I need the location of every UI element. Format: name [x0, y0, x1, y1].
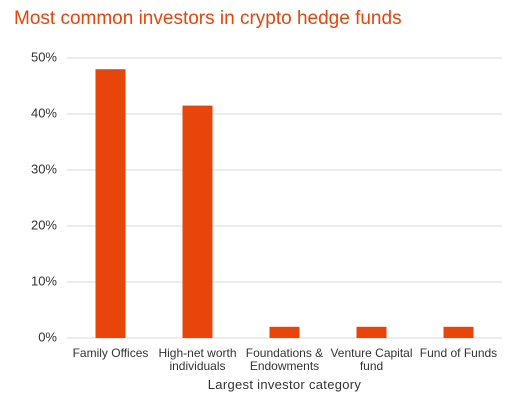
x-tick-label: Venture Capital fund [330, 346, 413, 373]
bar [182, 105, 213, 338]
bar [269, 326, 300, 338]
x-tick-label: Fund of Funds [419, 346, 498, 360]
y-tick-label: 10% [31, 273, 57, 288]
y-tick-label: 40% [31, 105, 57, 120]
y-tick-label: 30% [31, 161, 57, 176]
y-tick-label: 20% [31, 217, 57, 232]
x-tick-label: Foundations & Endowments [245, 346, 324, 373]
x-tick-label: Family Offices [72, 346, 149, 360]
x-axis-title: Largest investor category [207, 377, 362, 392]
bar [356, 326, 387, 338]
bar [443, 326, 474, 338]
chart-title: Most common investors in crypto hedge fu… [14, 8, 402, 29]
bar [95, 69, 126, 338]
y-tick-label: 0% [38, 329, 57, 344]
y-tick-label: 50% [31, 49, 57, 64]
x-tick-label: High-net worth individuals [158, 346, 237, 373]
